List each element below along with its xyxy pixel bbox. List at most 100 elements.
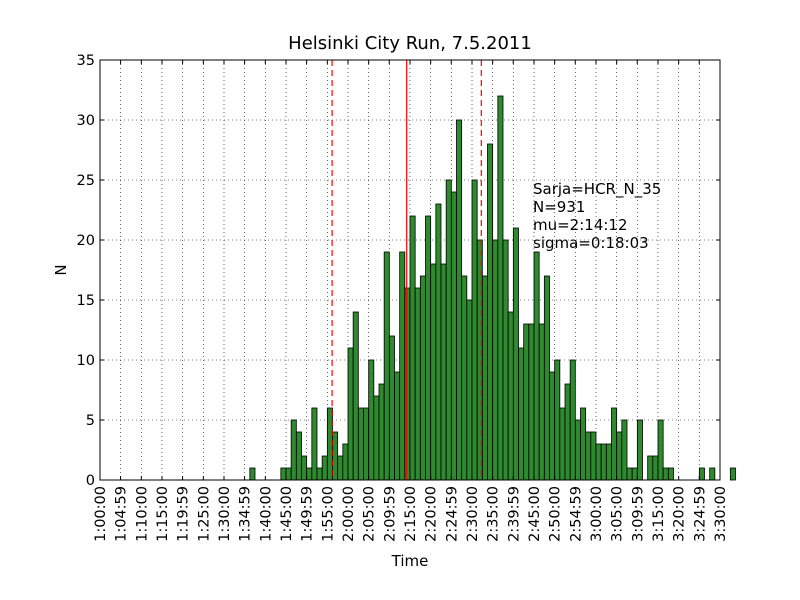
ticks: 1:00:00 1:04:59 1:10:00 1:15:00 1:19:59 1:25:… [77,53,729,542]
histogram-bar [502,239,509,481]
y-tick-label: 5 [86,413,95,429]
x-tick-label: 3:09:59 [630,486,646,542]
histogram-bar [409,215,416,481]
histogram-bar [249,467,256,481]
histogram-bar [419,275,426,481]
histogram-bar [662,467,669,481]
histogram-bar [580,407,587,481]
histogram-bar [301,455,308,481]
histogram-bar [445,179,452,481]
histogram-bar [538,323,545,481]
histogram-bar [647,455,654,481]
reference-lines [331,60,482,480]
histogram-bar [518,347,525,481]
x-tick-label: 1:30:00 [217,486,233,542]
x-tick-label: 3:05:00 [610,486,626,542]
histogram-bar [404,287,411,481]
x-tick-label: 2:24:59 [444,486,460,542]
histogram-bar [667,467,674,481]
y-tick-label: 30 [77,113,95,129]
stats-annotation: Sarja=HCR_N_35 N=931 mu=2:14:12 sigma=0:… [533,180,661,252]
x-tick-label: 3:15:00 [651,486,667,542]
histogram-bar [456,119,463,481]
x-tick-label: 3:30:00 [713,486,729,542]
x-tick-label: 2:35:00 [486,486,502,542]
histogram-bar [321,455,328,481]
histogram-bar [621,419,628,481]
histogram-bar [636,419,643,481]
histogram-bar [574,419,581,481]
histogram-bar [383,251,390,481]
histogram-bar [492,239,499,481]
histogram-bar [523,323,530,481]
histogram-bar [280,467,287,481]
y-tick-label: 15 [77,293,95,309]
x-tick-label: 1:34:59 [238,486,254,542]
histogram-bar [306,467,313,481]
x-tick-label: 1:25:00 [196,486,212,542]
histogram-bar [311,407,318,481]
histogram-bar [528,323,535,481]
histogram-bar [368,359,375,481]
histogram-bar [507,311,514,481]
histogram-bar [481,275,488,481]
histogram-bar [425,215,432,481]
histogram-bar [450,191,457,481]
x-tick-label: 1:40:00 [258,486,274,542]
x-tick-label: 2:05:00 [362,486,378,542]
histogram-bar [466,299,473,481]
histogram-bar [611,407,618,481]
x-tick-label: 2:15:00 [403,486,419,542]
y-tick-label: 35 [77,53,95,69]
histogram-bar [378,383,385,481]
y-axis-label: N [52,264,70,275]
histogram-bar [657,419,664,481]
histogram-bar [543,275,550,481]
histogram-bar [435,203,442,481]
x-tick-label: 2:30:00 [465,486,481,542]
histogram-bar [347,347,354,481]
histogram-bar [352,311,359,481]
x-tick-label: 2:09:59 [382,486,398,542]
histogram-bar [512,227,519,481]
bars [249,95,736,481]
y-tick-label: 0 [86,473,95,489]
histogram-bar [440,263,447,481]
histogram-bar [363,407,370,481]
histogram-bar [388,335,395,481]
annotation-count: N=931 [533,198,585,216]
x-tick-label: 1:45:00 [279,486,295,542]
histogram-bar [487,143,494,481]
y-tick-label: 10 [77,353,95,369]
y-tick-label: 25 [77,173,95,189]
histogram-bar [554,359,561,481]
annotation-sigma: sigma=0:18:03 [533,234,649,252]
histogram-bar [394,371,401,481]
x-tick-label: 2:45:00 [527,486,543,542]
x-tick-label: 2:20:00 [424,486,440,542]
histogram-bar [285,467,292,481]
histogram-bar [414,287,421,481]
histogram-bar [357,407,364,481]
histogram-bar [569,359,576,481]
histogram-bar [564,383,571,481]
histogram-bar [497,95,504,481]
histogram-bar [626,467,633,481]
chart-title: Helsinki City Run, 7.5.2011 [288,33,532,54]
histogram-bar [373,395,380,481]
x-tick-label: 3:24:59 [692,486,708,542]
histogram-bar [337,455,344,481]
histogram-bar [605,443,612,481]
histogram-bar [600,443,607,481]
x-tick-label: 2:50:00 [548,486,564,542]
histogram-bar [559,407,566,481]
x-tick-label: 2:00:00 [341,486,357,542]
x-tick-label: 3:20:00 [672,486,688,542]
x-tick-label: 1:55:00 [320,486,336,542]
histogram-bar [590,431,597,481]
annotation-series: Sarja=HCR_N_35 [533,180,661,199]
histogram-bar [332,431,339,481]
histogram-bar [709,467,716,481]
histogram-bar [399,251,406,481]
